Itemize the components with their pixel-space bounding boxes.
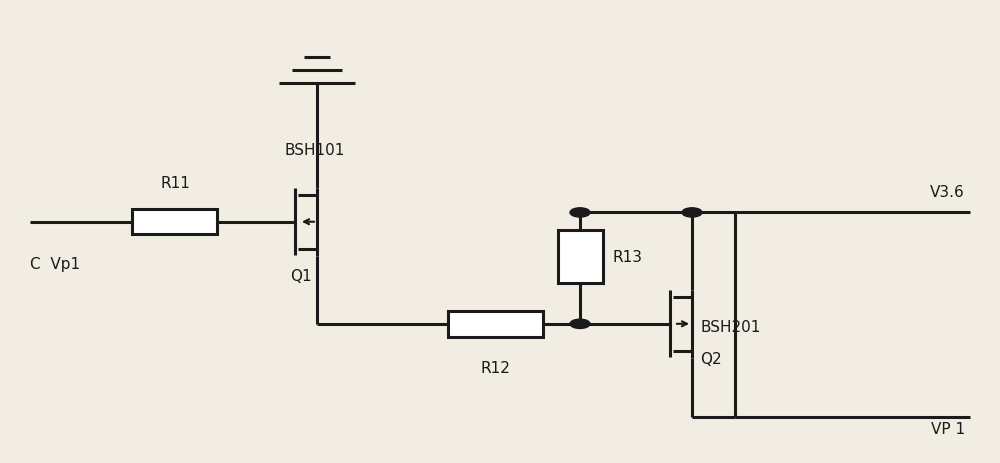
Circle shape [682, 208, 702, 218]
Text: VP 1: VP 1 [931, 421, 965, 436]
Text: BSH101: BSH101 [285, 143, 345, 158]
Text: BSH201: BSH201 [700, 319, 760, 334]
Text: R11: R11 [160, 175, 190, 190]
Text: C  Vp1: C Vp1 [30, 257, 80, 271]
Bar [448, 312, 542, 337]
Text: Q1: Q1 [290, 268, 312, 283]
Text: V3.6: V3.6 [930, 185, 965, 200]
Circle shape [570, 208, 590, 218]
Bar [558, 230, 602, 283]
Circle shape [570, 319, 590, 329]
Bar [132, 209, 217, 235]
Text: R12: R12 [480, 361, 510, 375]
Text: Q2: Q2 [700, 351, 722, 366]
Text: R13: R13 [612, 250, 642, 264]
